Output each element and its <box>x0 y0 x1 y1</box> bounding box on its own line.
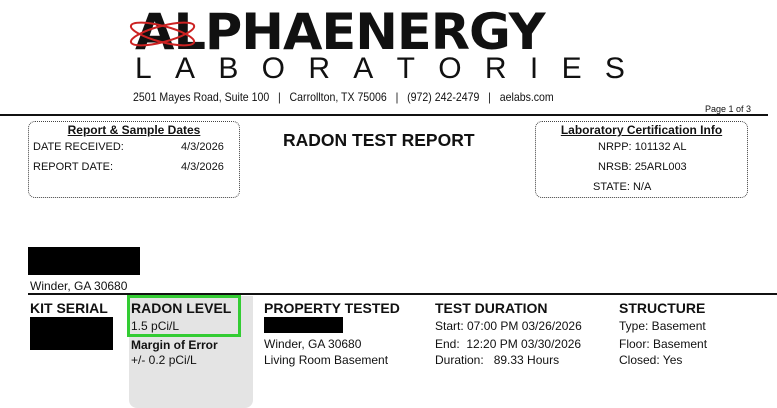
cert-row: NRSB: 25ARL003 <box>598 161 687 173</box>
date-row: REPORT DATE: 4/3/2026 <box>33 161 224 173</box>
redacted-kit-serial <box>30 317 113 350</box>
cert-row: NRPP: 101132 AL <box>598 141 687 153</box>
divider <box>0 114 768 116</box>
report-title: RADON TEST REPORT <box>283 130 475 150</box>
structure-floor: Floor: Basement <box>619 337 708 351</box>
dates-box-title: Report & Sample Dates <box>67 123 201 137</box>
test-duration-header: TEST DURATION <box>435 300 548 316</box>
client-city: Winder, GA 30680 <box>30 279 128 293</box>
property-location: Living Room Basement <box>264 353 389 367</box>
test-start: Start: 07:00 PM 03/26/2026 <box>435 319 582 333</box>
radon-level-highlight <box>127 295 241 337</box>
redacted-property-address <box>264 317 343 333</box>
address-line: 2501 Mayes Road, Suite 100 | Carrollton, T… <box>133 90 554 104</box>
divider <box>28 293 777 295</box>
radon-level-header: RADON LEVEL <box>131 300 232 316</box>
test-end: End: 12:20 PM 03/30/2026 <box>435 337 582 351</box>
company-logo: ALPHAENERGY <box>129 6 635 58</box>
kit-serial-header: KIT SERIAL <box>30 300 108 316</box>
radon-level-value: 1.5 pCi/L <box>131 319 180 333</box>
page-number: Page 1 of 3 <box>705 104 752 114</box>
atom-icon <box>129 21 196 47</box>
radon-level-panel <box>129 296 253 408</box>
dates-box: Report & Sample Dates DATE RECEIVED: 4/3/… <box>28 121 240 198</box>
margin-of-error-value: +/- 0.2 pCi/L <box>131 353 197 367</box>
certification-box: Laboratory Certification Info NRPP: 1011… <box>535 121 748 198</box>
cert-row: STATE: N/A <box>593 181 652 193</box>
structure-header: STRUCTURE <box>619 300 706 316</box>
website-link[interactable]: aelabs.com <box>499 90 554 104</box>
structure-type: Type: Basement <box>619 319 706 333</box>
structure-closed: Closed: Yes <box>619 353 683 367</box>
cert-box-title: Laboratory Certification Info <box>560 123 723 137</box>
property-tested-header: PROPERTY TESTED <box>264 300 400 316</box>
margin-of-error-label: Margin of Error <box>131 338 218 352</box>
test-duration: Duration: 89.33 Hours <box>435 353 560 367</box>
property-city: Winder, GA 30680 <box>264 337 362 351</box>
redacted-client-name <box>28 247 140 275</box>
date-row: DATE RECEIVED: 4/3/2026 <box>33 141 224 153</box>
